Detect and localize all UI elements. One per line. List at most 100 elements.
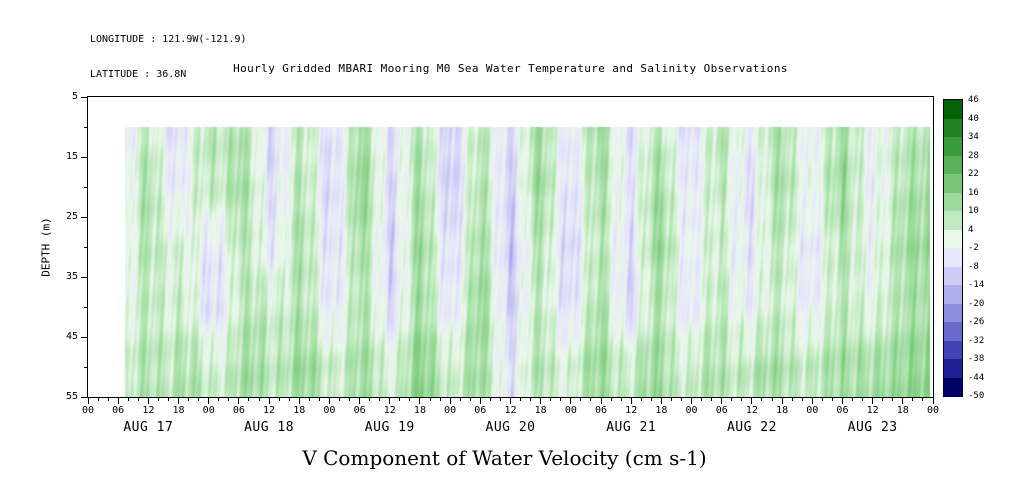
x-tick bbox=[670, 398, 672, 401]
colorbar-label: -8 bbox=[968, 261, 979, 272]
colorbar-cell bbox=[944, 174, 962, 193]
x-tick bbox=[198, 398, 200, 401]
x-tick bbox=[771, 398, 773, 401]
y-tick bbox=[84, 186, 87, 188]
day-label: AUG 18 bbox=[244, 420, 295, 435]
x-tick bbox=[932, 398, 934, 404]
x-tick bbox=[127, 398, 129, 401]
colorbar-cell bbox=[944, 100, 962, 119]
y-tick-label: 55 bbox=[65, 391, 78, 402]
x-tick bbox=[369, 398, 371, 401]
x-tick bbox=[178, 398, 180, 404]
x-tick bbox=[882, 398, 884, 401]
x-tick bbox=[167, 398, 169, 401]
x-tick-label: 00 bbox=[202, 405, 215, 416]
colorbar-label: -44 bbox=[968, 372, 985, 383]
day-label: AUG 22 bbox=[726, 420, 777, 435]
y-tick bbox=[84, 126, 87, 128]
x-tick bbox=[228, 398, 230, 401]
y-tick-label: 35 bbox=[65, 271, 78, 282]
x-tick-label: 00 bbox=[444, 405, 457, 416]
x-tick bbox=[731, 398, 733, 401]
x-tick-label: 18 bbox=[534, 405, 547, 416]
x-tick bbox=[781, 398, 783, 404]
y-tick bbox=[81, 216, 87, 218]
y-tick bbox=[84, 306, 87, 308]
colorbar-cell bbox=[944, 322, 962, 341]
x-tick bbox=[570, 398, 572, 404]
y-tick bbox=[81, 96, 87, 98]
x-tick bbox=[721, 398, 723, 404]
day-label: AUG 21 bbox=[606, 420, 657, 435]
x-tick bbox=[801, 398, 803, 401]
x-tick bbox=[610, 398, 612, 401]
x-tick bbox=[419, 398, 421, 404]
x-tick-label: 00 bbox=[806, 405, 819, 416]
x-tick bbox=[791, 398, 793, 401]
x-tick bbox=[841, 398, 843, 404]
colorbar-label: 40 bbox=[968, 113, 979, 124]
x-tick bbox=[328, 398, 330, 404]
x-tick bbox=[439, 398, 441, 401]
x-tick bbox=[761, 398, 763, 401]
x-tick bbox=[389, 398, 391, 404]
x-tick bbox=[399, 398, 401, 401]
colorbar-cell bbox=[944, 340, 962, 360]
x-tick bbox=[117, 398, 119, 404]
x-tick bbox=[751, 398, 753, 404]
x-tick bbox=[811, 398, 813, 404]
header-longitude: LONGITUDE : 121.9W(-121.9) bbox=[90, 34, 247, 45]
x-tick bbox=[489, 398, 491, 401]
x-tick-label: 18 bbox=[776, 405, 789, 416]
x-tick bbox=[208, 398, 210, 404]
caption: V Component of Water Velocity (cm s-1) bbox=[302, 446, 707, 470]
x-tick-label: 12 bbox=[383, 405, 396, 416]
y-tick-label: 5 bbox=[71, 91, 78, 102]
y-tick-label: 45 bbox=[65, 331, 78, 342]
colorbar-cell bbox=[944, 118, 962, 138]
x-tick bbox=[691, 398, 693, 404]
x-tick bbox=[107, 398, 109, 401]
colorbar-label: -38 bbox=[968, 354, 985, 364]
day-label: AUG 23 bbox=[847, 420, 898, 435]
colorbar-label: 16 bbox=[968, 187, 979, 198]
x-tick bbox=[238, 398, 240, 404]
colorbar-label: 10 bbox=[968, 206, 979, 216]
x-tick bbox=[831, 398, 833, 401]
x-tick bbox=[741, 398, 743, 401]
x-tick bbox=[479, 398, 481, 404]
x-tick bbox=[922, 398, 924, 401]
x-tick bbox=[520, 398, 522, 401]
colorbar-cell bbox=[944, 303, 962, 323]
x-tick bbox=[530, 398, 532, 401]
plot-frame bbox=[87, 96, 934, 398]
y-tick bbox=[81, 276, 87, 278]
x-tick bbox=[97, 398, 99, 401]
x-tick bbox=[157, 398, 159, 401]
header-latitude: LATITUDE : 36.8N bbox=[90, 68, 187, 80]
x-tick bbox=[409, 398, 411, 401]
day-label: AUG 19 bbox=[364, 420, 415, 435]
colorbar-label: 28 bbox=[968, 150, 979, 161]
x-tick-label: 06 bbox=[836, 405, 849, 416]
x-tick bbox=[318, 398, 320, 401]
x-tick bbox=[469, 398, 471, 401]
x-tick bbox=[660, 398, 662, 404]
colorbar-label: 46 bbox=[968, 95, 979, 105]
x-tick bbox=[449, 398, 451, 404]
x-tick-label: 18 bbox=[413, 405, 426, 416]
x-tick-label: 12 bbox=[504, 405, 517, 416]
x-tick-label: 12 bbox=[625, 405, 638, 416]
colorbar-label: -32 bbox=[968, 335, 985, 346]
x-tick bbox=[620, 398, 622, 401]
x-tick bbox=[379, 398, 381, 401]
x-tick bbox=[188, 398, 190, 401]
x-tick-label: 12 bbox=[745, 405, 758, 416]
colorbar-cell bbox=[944, 359, 962, 378]
colorbar-label: 34 bbox=[968, 132, 979, 142]
y-tick bbox=[84, 366, 87, 368]
x-tick bbox=[429, 398, 431, 401]
x-tick-label: 12 bbox=[263, 405, 276, 416]
colorbar-cell bbox=[944, 192, 962, 212]
x-tick bbox=[288, 398, 290, 401]
